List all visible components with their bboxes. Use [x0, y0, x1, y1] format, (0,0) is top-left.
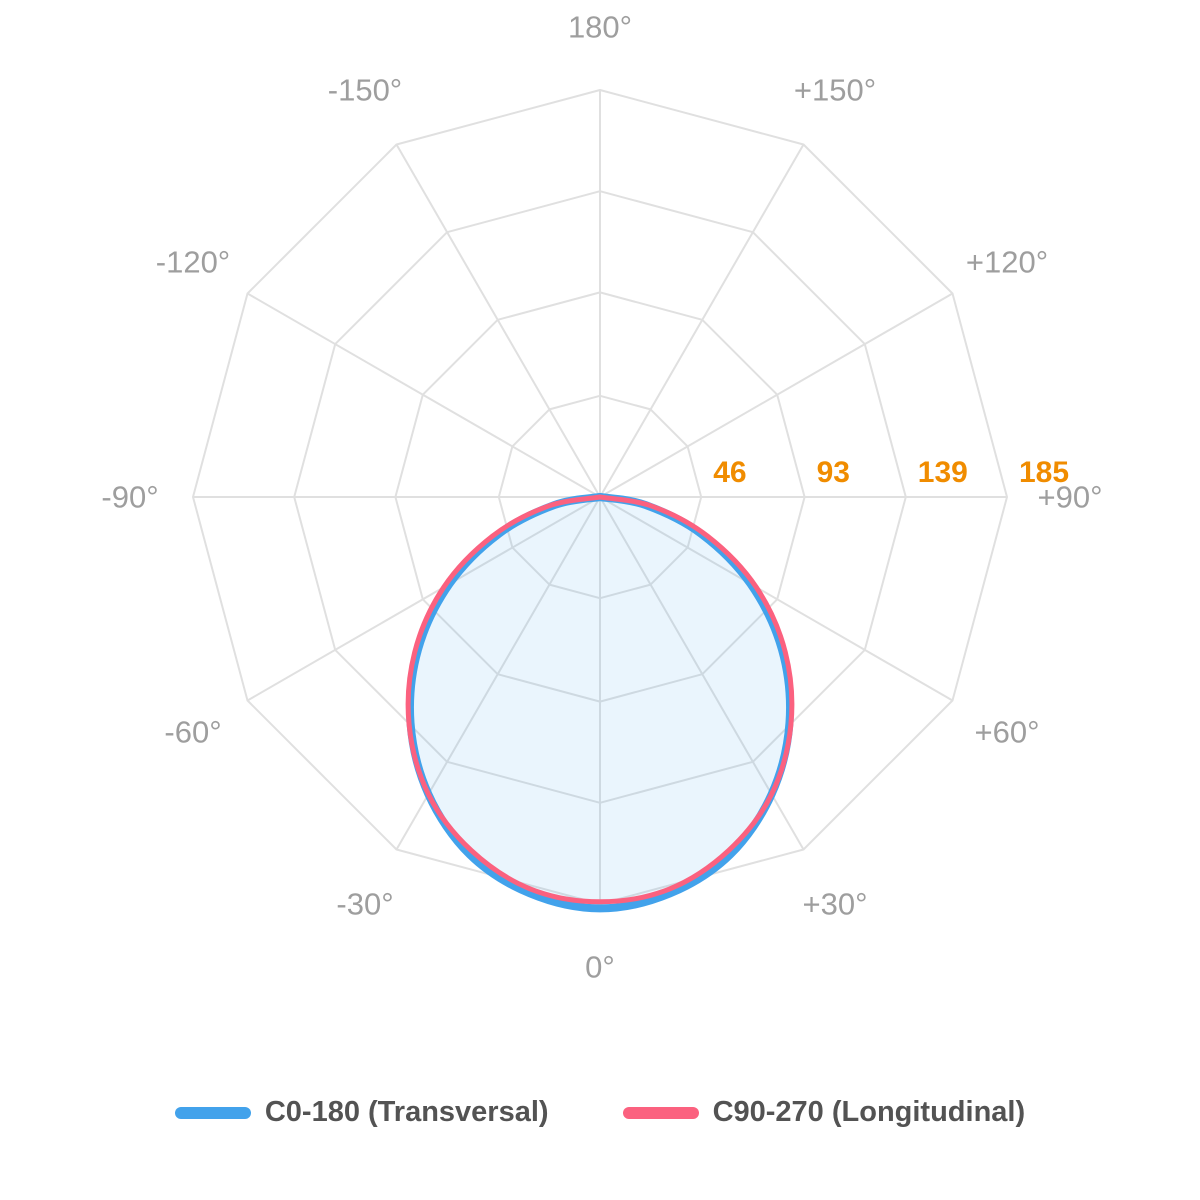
angle-label--90deg: -90°: [101, 480, 158, 515]
grid-spoke--60deg: [247, 496, 601, 702]
grid-spoke--120deg: [247, 292, 601, 498]
radial-tick-185: 185: [1019, 456, 1069, 489]
angle-label-60deg: +60°: [975, 715, 1040, 750]
angle-label-180deg: 180°: [568, 10, 632, 45]
angle-label-150deg: +150°: [794, 73, 876, 108]
angle-label--150deg: -150°: [328, 73, 402, 108]
grid-spoke-60deg: [599, 496, 953, 702]
legend-swatch-c0-180-icon: [174, 1106, 251, 1119]
legend-swatch-c90-270-icon: [622, 1106, 699, 1119]
series-c0-180-curve: [406, 493, 794, 913]
radial-tick-labels: 46 93 139 185: [713, 456, 1069, 489]
legend-item-c0-180[interactable]: C0-180 (Transversal): [174, 1096, 549, 1129]
radial-tick-46: 46: [713, 456, 746, 489]
radial-tick-139: 139: [918, 456, 968, 489]
polar-grid: [192, 89, 1008, 905]
angle-label--30deg: -30°: [336, 887, 393, 922]
grid-spoke--150deg: [395, 144, 601, 498]
angle-label--60deg: -60°: [164, 715, 221, 750]
angle-label--120deg: -120°: [156, 245, 230, 280]
grid-spoke-150deg: [599, 144, 805, 498]
legend-label-c90-270: C90-270 (Longitudinal): [712, 1096, 1026, 1128]
legend-item-c90-270[interactable]: C90-270 (Longitudinal): [622, 1096, 1026, 1129]
angle-label-30deg: +30°: [803, 887, 868, 922]
angle-label-90deg: +90°: [1038, 480, 1103, 515]
grid-spoke-120deg: [599, 292, 953, 498]
legend: C0-180 (Transversal) C90-270 (Longitudin…: [0, 1096, 1200, 1129]
legend-label-c0-180: C0-180 (Transversal): [264, 1096, 549, 1128]
radial-tick-93: 93: [817, 456, 850, 489]
angle-label-120deg: +120°: [966, 245, 1048, 280]
series-c90-270-curve: [405, 494, 795, 905]
angle-label-0deg: 0°: [585, 950, 615, 985]
series-group: [405, 493, 795, 913]
angle-labels: 0° +30° +60° +90° +120° +150° 180° -150° -120° -9…: [101, 10, 1102, 985]
